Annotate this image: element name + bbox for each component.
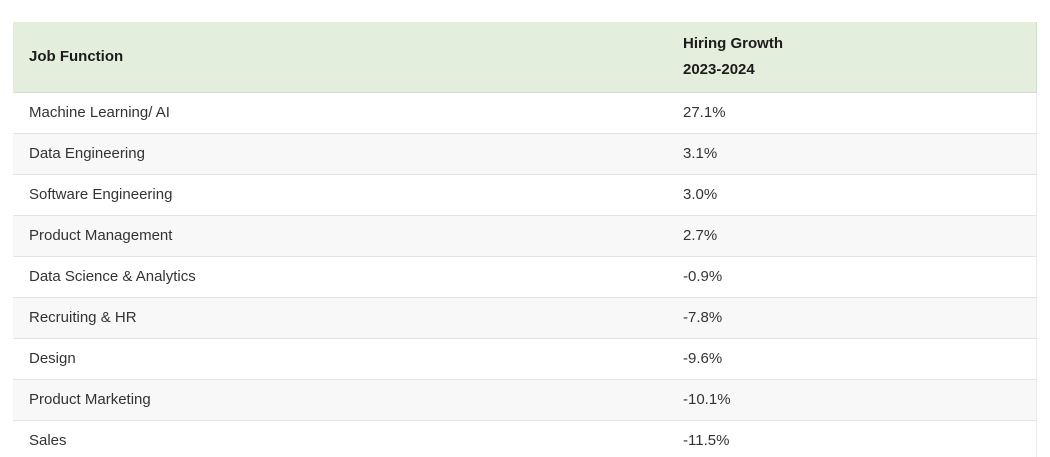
- hiring-growth-cell: -7.8%: [667, 297, 1037, 339]
- job-function-cell: Software Engineering: [13, 174, 667, 216]
- hiring-growth-cell: -10.1%: [667, 379, 1037, 421]
- hiring-growth-cell: -11.5%: [667, 420, 1037, 457]
- table-row: Data Science & Analytics -0.9%: [13, 256, 1037, 298]
- hiring-growth-cell: 3.1%: [667, 133, 1037, 175]
- table-row: Machine Learning/ AI 27.1%: [13, 92, 1037, 134]
- table-header: Job Function Hiring Growth 2023-2024: [13, 22, 1037, 93]
- column-header-job-function: Job Function: [13, 22, 667, 93]
- hiring-growth-cell: 3.0%: [667, 174, 1037, 216]
- hiring-growth-header-line1: Hiring Growth: [683, 34, 783, 52]
- table-row: Data Engineering 3.1%: [13, 133, 1037, 175]
- column-header-hiring-growth: Hiring Growth 2023-2024: [667, 22, 1037, 93]
- hiring-growth-table: Job Function Hiring Growth 2023-2024 Mac…: [13, 22, 1037, 457]
- job-function-cell: Machine Learning/ AI: [13, 92, 667, 134]
- header-row: Job Function Hiring Growth 2023-2024: [13, 22, 1037, 93]
- hiring-growth-header-line2: 2023-2024: [683, 60, 755, 78]
- job-function-cell: Recruiting & HR: [13, 297, 667, 339]
- hiring-growth-cell: 2.7%: [667, 215, 1037, 257]
- hiring-growth-cell: -9.6%: [667, 338, 1037, 380]
- table-row: Recruiting & HR -7.8%: [13, 297, 1037, 339]
- table-body: Machine Learning/ AI 27.1% Data Engineer…: [13, 92, 1037, 457]
- table-row: Product Management 2.7%: [13, 215, 1037, 257]
- job-function-cell: Design: [13, 338, 667, 380]
- table-row: Design -9.6%: [13, 338, 1037, 380]
- job-function-cell: Product Management: [13, 215, 667, 257]
- table-row: Product Marketing -10.1%: [13, 379, 1037, 421]
- job-function-cell: Data Engineering: [13, 133, 667, 175]
- job-function-header-label: Job Function: [29, 48, 124, 66]
- job-function-cell: Sales: [13, 420, 667, 457]
- hiring-growth-cell: 27.1%: [667, 92, 1037, 134]
- table-row: Software Engineering 3.0%: [13, 174, 1037, 216]
- job-function-cell: Data Science & Analytics: [13, 256, 667, 298]
- table-row: Sales -11.5%: [13, 420, 1037, 457]
- hiring-growth-cell: -0.9%: [667, 256, 1037, 298]
- job-function-cell: Product Marketing: [13, 379, 667, 421]
